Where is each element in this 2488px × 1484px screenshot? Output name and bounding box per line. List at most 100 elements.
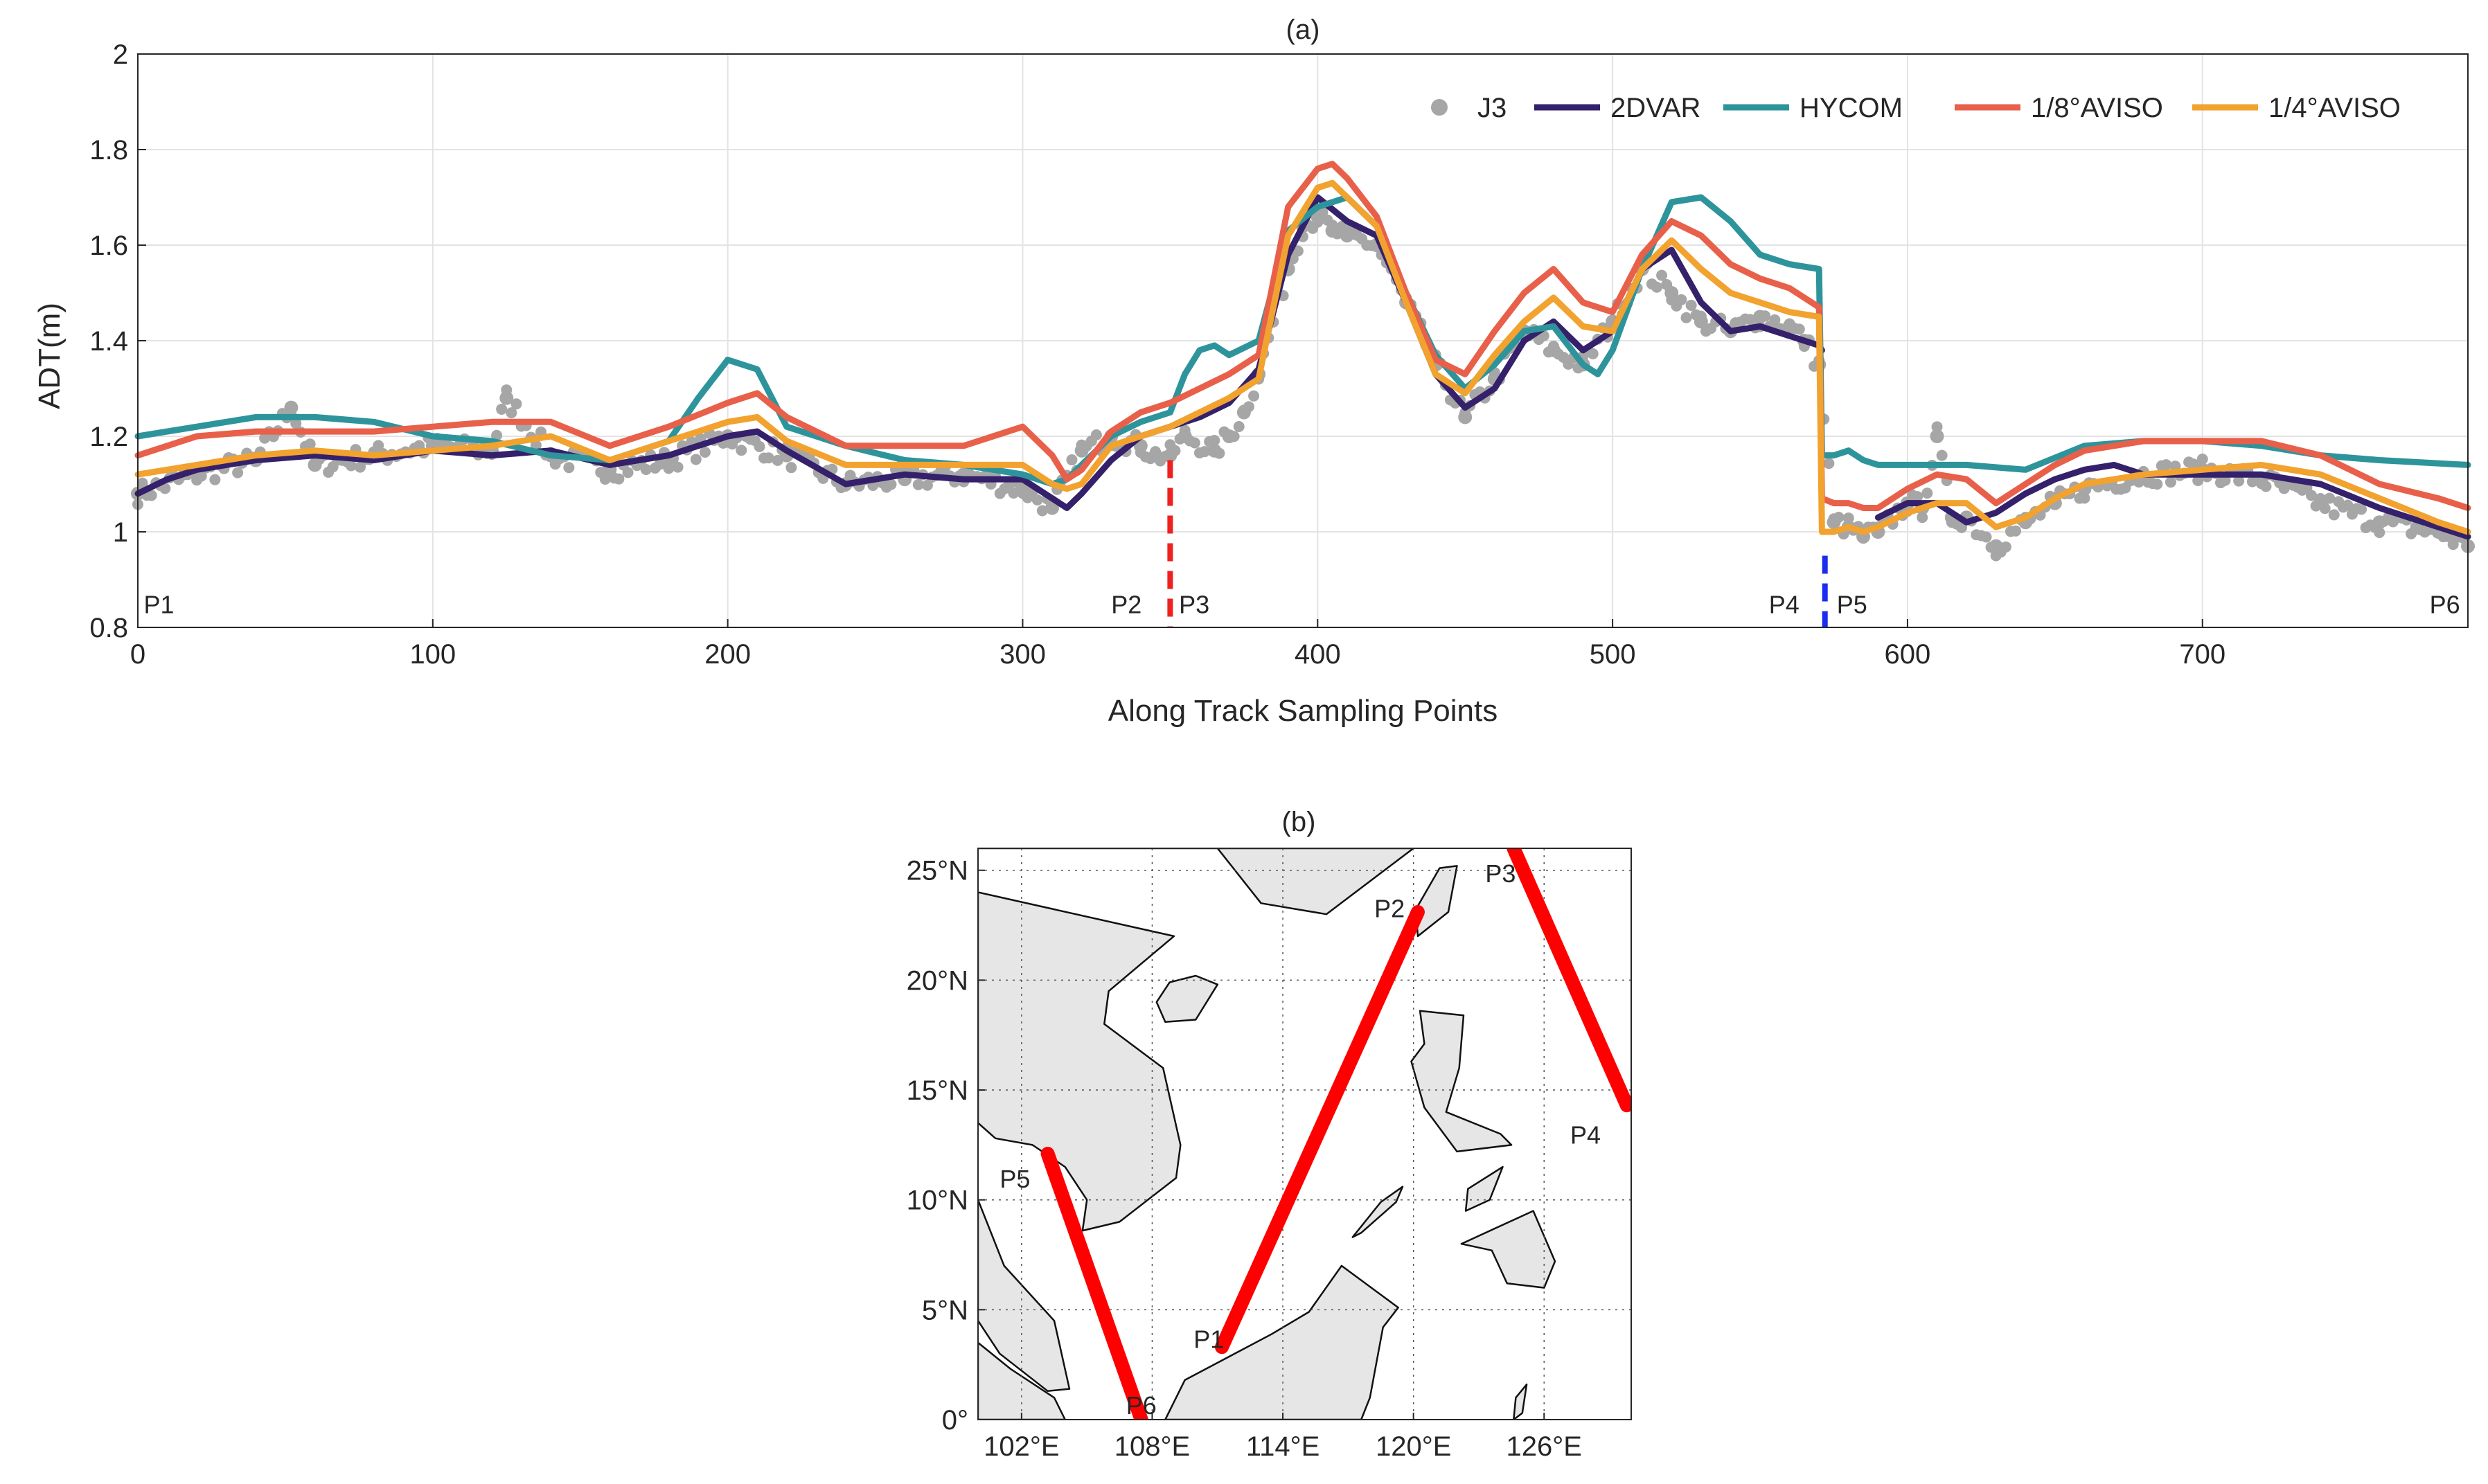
- track-point-label: P3: [1485, 859, 1516, 888]
- j3-point: [1676, 294, 1687, 305]
- j3-point: [499, 391, 514, 405]
- land-polygon: [978, 1199, 1071, 1393]
- j3-point: [921, 479, 933, 491]
- j3-point: [1956, 521, 1968, 533]
- land-masses: [978, 848, 1556, 1420]
- j3-point: [2187, 458, 2199, 470]
- j3-point: [1753, 310, 1768, 324]
- legend-entry: 2DVAR: [1534, 93, 1700, 123]
- track-line: [1507, 848, 1631, 1113]
- j3-point: [1680, 312, 1692, 323]
- land-polygon: [1351, 1186, 1404, 1238]
- land-polygon: [978, 848, 1414, 915]
- j3-point: [690, 454, 702, 465]
- y-tick-label: 1.8: [89, 135, 128, 166]
- j3-point: [912, 479, 924, 490]
- x-tick-label: 0: [130, 639, 145, 670]
- j3-point: [1827, 515, 1841, 530]
- land-polygon: [1464, 1165, 1504, 1212]
- j3-point: [1207, 443, 1222, 458]
- land-polygon: [1460, 1210, 1556, 1289]
- j3-point: [754, 440, 765, 452]
- j3-point: [2342, 499, 2354, 511]
- point-label: P6: [2430, 591, 2460, 619]
- panel-b-label: (b): [1282, 807, 1316, 837]
- y-tick-label: 1.6: [89, 231, 128, 261]
- j3-point: [1148, 448, 1163, 463]
- j3-point: [491, 429, 503, 441]
- y-tick-label: 1: [113, 517, 128, 548]
- j3-point: [232, 467, 244, 479]
- j3-point: [1685, 299, 1697, 311]
- panel-b-map: 102°E 108°E 114°E 120°E 126°E 0° 5°N 10°N 15°N 20…: [907, 848, 1632, 1462]
- land-polygon: [978, 1341, 1066, 1420]
- j3-point: [2313, 496, 2328, 510]
- panel-a-chart: 0 100 200 300 400 500 600 700 0.8 1 1.2 1.4 1.6 1.8 2 P…: [89, 39, 2475, 670]
- latitude-tick-label: 25°N: [907, 856, 968, 886]
- j3-point: [2165, 476, 2176, 488]
- j3-point: [2219, 474, 2231, 486]
- j3-point: [1930, 429, 1944, 443]
- panel-a-label: (a): [1286, 15, 1320, 45]
- j3-point: [1980, 531, 1992, 543]
- j3-point: [1694, 314, 1708, 329]
- j3-point: [885, 479, 897, 490]
- j3-point: [1248, 390, 1260, 402]
- map-frame: [977, 848, 1632, 1420]
- j3-point: [763, 452, 774, 464]
- j3-point: [2374, 526, 2385, 538]
- longitude-tick-label: 120°E: [1376, 1431, 1451, 1462]
- satellite-tracks: [1040, 848, 1631, 1420]
- j3-point: [159, 483, 171, 494]
- y-tick-label: 0.8: [89, 613, 128, 643]
- j3-point: [736, 445, 747, 456]
- track-point-label: P1: [1193, 1325, 1224, 1354]
- legend-entry: 1/8°AVISO: [1955, 93, 2163, 123]
- j3-point: [1292, 245, 1304, 257]
- series-1-8-aviso: [134, 161, 2471, 511]
- y-tick-label: 1.4: [89, 326, 128, 357]
- j3-point: [1656, 269, 1668, 281]
- j3-point: [1782, 319, 1797, 334]
- point-label: P2: [1111, 591, 1141, 619]
- j3-point: [1222, 429, 1236, 443]
- j3-point: [1917, 512, 1928, 524]
- series-1-4-aviso: [134, 179, 2471, 535]
- j3-point: [209, 474, 221, 485]
- longitude-tick-label: 126°E: [1507, 1431, 1582, 1462]
- j3-point: [2328, 509, 2340, 521]
- latitude-tick-label: 15°N: [907, 1075, 968, 1106]
- j3-point: [672, 461, 684, 473]
- j3-point: [1458, 410, 1473, 424]
- track-point-label: P4: [1570, 1121, 1601, 1150]
- longitude-tick-label: 114°E: [1246, 1431, 1319, 1462]
- land-polygon: [1164, 1264, 1399, 1420]
- j3-point: [1664, 286, 1679, 300]
- j3-point: [308, 458, 322, 472]
- j3-point: [145, 490, 157, 501]
- track-point-label: P5: [999, 1165, 1030, 1193]
- j3-point: [2160, 459, 2172, 471]
- j3-point: [2192, 474, 2204, 486]
- j3-point: [2233, 475, 2245, 487]
- legend-entry: HYCOM: [1723, 93, 1903, 123]
- j3-point: [1074, 443, 1089, 458]
- latitude-tick-label: 5°N: [922, 1295, 968, 1325]
- j3-point: [345, 460, 357, 472]
- j3-point: [2356, 503, 2367, 515]
- j3-point: [1912, 491, 1923, 503]
- panel-a-y-axis-label: ADT(m): [33, 303, 66, 409]
- j3-point: [1189, 437, 1200, 449]
- legend-label: HYCOM: [1800, 93, 1903, 123]
- point-label: P1: [144, 591, 175, 619]
- latitude-tick-label: 10°N: [907, 1186, 968, 1216]
- legend-marker: [1431, 99, 1448, 116]
- j3-point: [1045, 501, 1060, 515]
- j3-point: [510, 398, 522, 410]
- longitude-tick-label: 108°E: [1114, 1431, 1190, 1462]
- legend-label: 1/4°AVISO: [2268, 93, 2401, 123]
- track-line: [1215, 905, 1425, 1355]
- panel-a-x-axis-label: Along Track Sampling Points: [1108, 694, 1498, 728]
- j3-point: [699, 446, 711, 458]
